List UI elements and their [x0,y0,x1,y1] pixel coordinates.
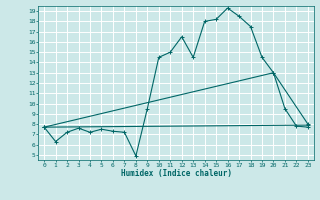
X-axis label: Humidex (Indice chaleur): Humidex (Indice chaleur) [121,169,231,178]
